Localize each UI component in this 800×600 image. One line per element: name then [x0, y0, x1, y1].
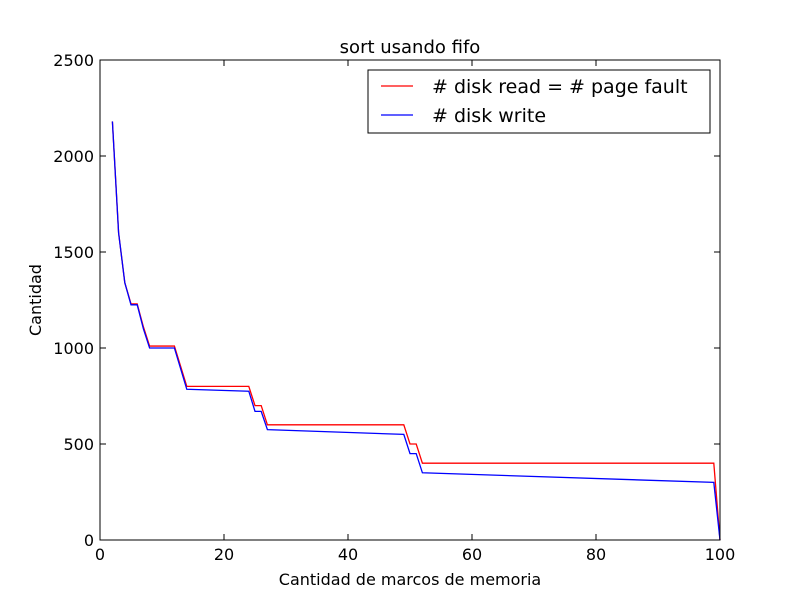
x-tick-label: 0 — [95, 545, 105, 564]
series-line-disk-read — [111, 121, 721, 541]
y-tick-label: 0 — [84, 531, 94, 550]
y-axis-title: Cantidad — [26, 264, 45, 336]
chart-title: sort usando fifo — [340, 37, 481, 58]
legend: # disk read = # page fault # disk write — [367, 69, 711, 134]
legend-label-disk-write: # disk write — [432, 105, 546, 127]
x-tick-label: 100 — [705, 545, 736, 564]
y-tick-label: 500 — [63, 435, 94, 454]
x-tick-label: 60 — [462, 545, 482, 564]
x-axis-title: Cantidad de marcos de memoria — [279, 570, 541, 589]
x-tick-label: 20 — [214, 545, 234, 564]
legend-box — [367, 69, 711, 134]
y-tick-label: 1500 — [53, 243, 94, 262]
y-tick-label: 2500 — [53, 51, 94, 70]
y-tick-label: 2000 — [53, 147, 94, 166]
series-lines — [111, 121, 721, 541]
y-tick-label: 1000 — [53, 339, 94, 358]
legend-label-disk-read: # disk read = # page fault — [432, 76, 688, 98]
plot-frame — [99, 59, 721, 541]
x-axis: 0 20 40 60 80 100 — [95, 60, 735, 564]
x-tick-label: 80 — [586, 545, 606, 564]
x-tick-label: 40 — [338, 545, 358, 564]
series-line-disk-write — [111, 121, 721, 541]
y-axis: 0 500 1000 1500 2000 2500 — [53, 51, 720, 550]
